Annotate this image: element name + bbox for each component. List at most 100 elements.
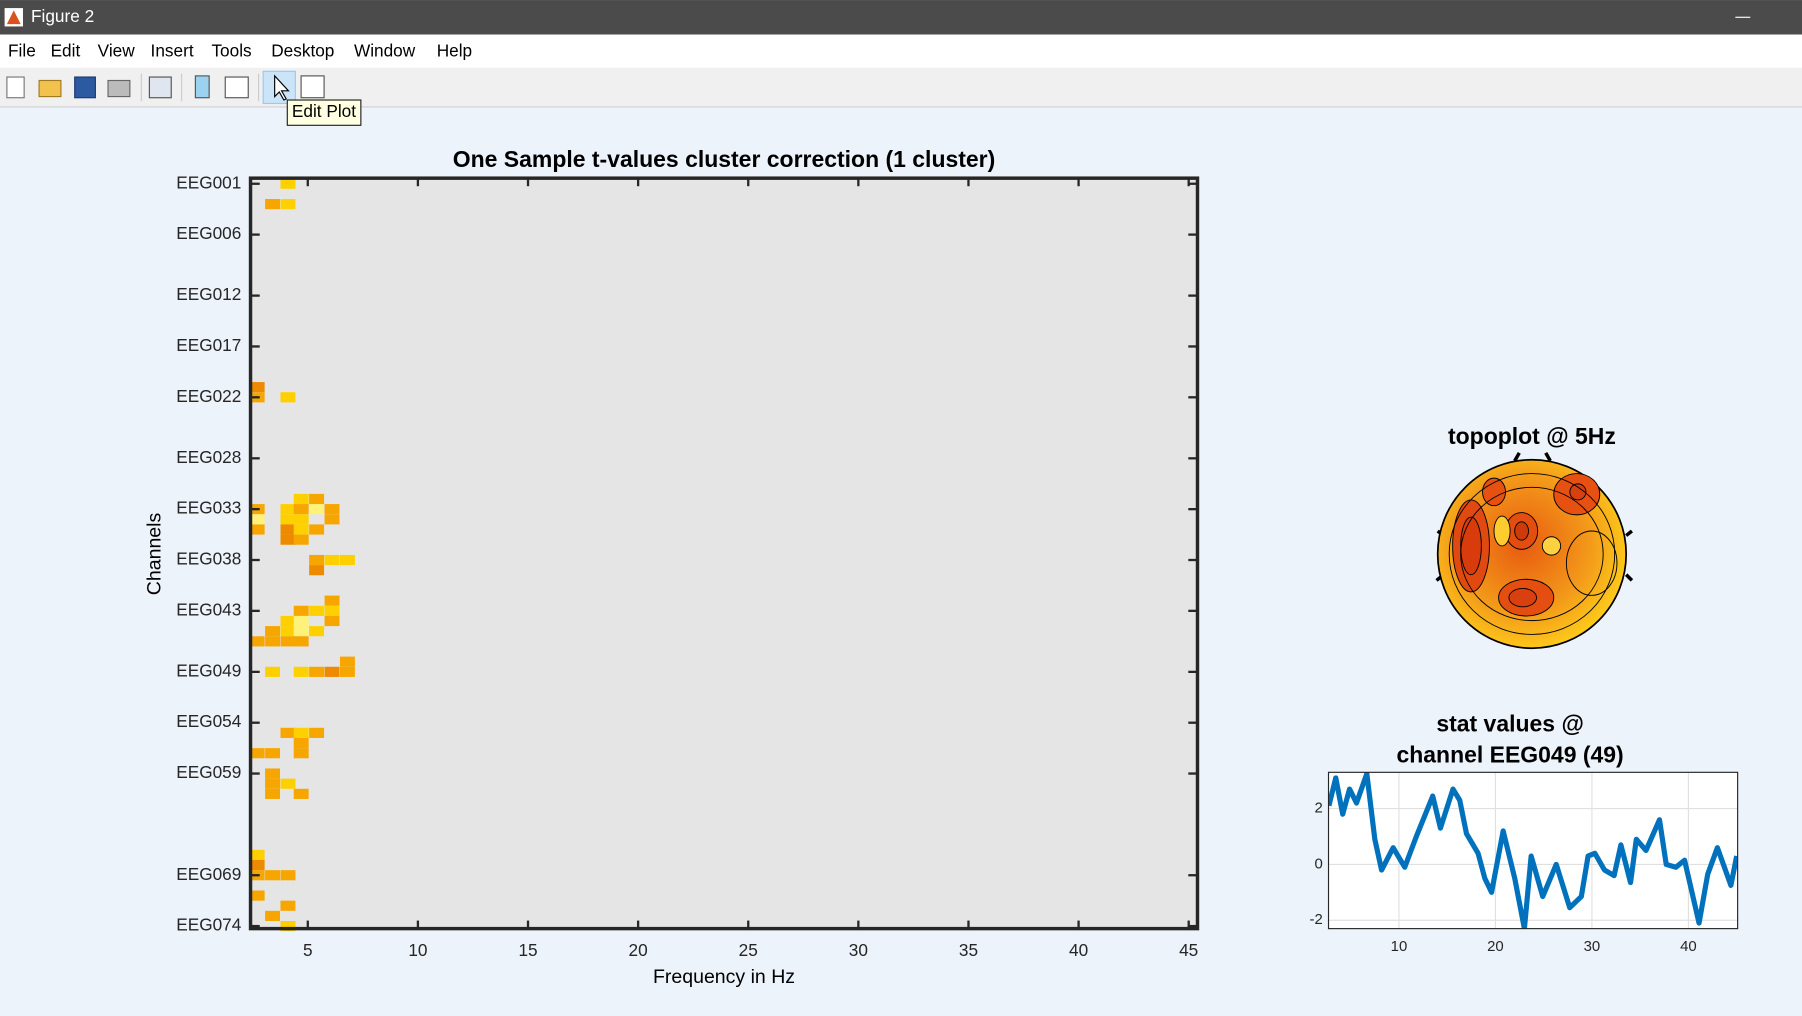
heatmap-cell — [280, 870, 296, 881]
heatmap-cell — [249, 859, 265, 871]
heatmap-cell — [280, 514, 296, 525]
print-button[interactable] — [107, 79, 131, 98]
menu-item[interactable]: Tools — [211, 40, 251, 60]
window-title: Figure 2 — [31, 6, 94, 26]
x-axis-label: Frequency in Hz — [653, 966, 795, 988]
heatmap-cell — [265, 870, 281, 881]
topoplot — [1435, 451, 1634, 650]
menu-item[interactable]: Desktop — [271, 40, 334, 60]
heatmap-cell — [280, 636, 296, 647]
topoplot-title: topoplot @ 5Hz — [1448, 423, 1616, 449]
heatmap-cell — [280, 504, 296, 515]
line-axes: 10 20 30 40 -2 0 2 stat values @ channel EEG049 … — [1309, 710, 1739, 955]
heatmap-cell — [309, 605, 325, 616]
x-tick-label: 40 — [1069, 940, 1088, 960]
heatmap-cell — [309, 626, 325, 637]
heatmap-cell — [309, 504, 325, 515]
legend-button[interactable] — [224, 76, 249, 99]
y-axis-label: Channels — [143, 513, 165, 596]
x-tick-label: 45 — [1179, 940, 1198, 960]
heatmap-cell — [324, 605, 340, 616]
menu-item[interactable]: Edit — [51, 40, 81, 60]
heatmap-cell — [249, 890, 265, 901]
save-button[interactable] — [74, 76, 96, 99]
menu-item[interactable]: View — [98, 40, 136, 60]
heatmap-cell — [280, 392, 296, 403]
heatmap-cell — [280, 534, 296, 545]
heatmap-cell — [324, 595, 340, 606]
pointer-icon — [274, 74, 290, 101]
menu-item[interactable]: Help — [437, 40, 472, 60]
heatmap-cell — [293, 605, 309, 616]
menu-item[interactable]: Insert — [151, 40, 194, 60]
y-tick-label: EEG038 — [176, 549, 241, 569]
property-inspector-button[interactable] — [300, 75, 325, 99]
heatmap-cell — [265, 748, 281, 759]
heatmap-cell — [249, 748, 265, 759]
heatmap-cell — [293, 748, 309, 759]
heatmap-cell — [265, 788, 281, 799]
heatmap-cell — [249, 382, 265, 393]
x-tick-label: 10 — [1391, 938, 1408, 955]
link-button[interactable] — [148, 76, 172, 99]
chart-title: One Sample t-values cluster correction (… — [453, 146, 996, 172]
heatmap-cell — [324, 554, 340, 566]
y-tick-label: EEG012 — [176, 284, 241, 304]
heatmap-cell — [265, 626, 281, 637]
heatmap-cell — [309, 554, 325, 566]
heatmap-cell — [265, 768, 281, 779]
heatmap-cell — [280, 727, 296, 738]
heatmap-cell — [280, 626, 296, 637]
heatmap-cell — [293, 534, 309, 545]
heatmap-cell — [293, 626, 309, 637]
heatmap-cell — [280, 778, 296, 789]
x-tick-label: 10 — [408, 940, 427, 960]
x-tick-label: 25 — [739, 940, 758, 960]
heatmap-cell — [309, 565, 325, 576]
heatmap-cell — [265, 910, 281, 921]
y-tick-label: EEG017 — [176, 335, 241, 355]
nose — [1513, 451, 1552, 462]
axes-box — [1327, 771, 1739, 930]
y-tick-label: EEG006 — [176, 223, 241, 243]
heatmap-cell — [280, 900, 296, 911]
y-tick-label: EEG043 — [176, 599, 241, 619]
y-tick-label: EEG033 — [176, 498, 241, 518]
heatmap-cell — [309, 493, 325, 505]
heatmap-cell — [324, 615, 340, 627]
heatmap-cell — [293, 737, 309, 749]
y-tick-label: 0 — [1314, 855, 1322, 872]
x-tick-label: 20 — [1487, 938, 1504, 955]
menu-item[interactable]: File — [8, 40, 36, 60]
heatmap-cell — [249, 849, 265, 860]
heatmap-cell — [293, 727, 309, 738]
x-tick-label: 15 — [518, 940, 537, 960]
chart-title: channel EEG049 (49) — [1396, 741, 1623, 767]
y-tick-label: EEG001 — [176, 172, 241, 192]
x-tick-label: 20 — [629, 940, 648, 960]
y-tick-label: EEG028 — [176, 447, 241, 467]
contours — [1448, 473, 1618, 635]
heatmap-cell — [265, 666, 281, 677]
heatmap-cell — [293, 504, 309, 515]
open-button[interactable] — [38, 79, 62, 98]
heatmap-cell — [249, 524, 265, 535]
heatmap-cell — [324, 504, 340, 515]
new-figure-button[interactable] — [6, 76, 25, 99]
heatmap-cell — [293, 788, 309, 799]
tooltip-text: Edit Plot — [292, 101, 356, 121]
heatmap-cell — [249, 514, 265, 525]
heatmap-cell — [280, 524, 296, 535]
heatmap-cell — [280, 199, 296, 210]
colorbar-button[interactable] — [194, 75, 210, 99]
y-tick-label: EEG049 — [176, 660, 241, 680]
x-tick-label: 30 — [1584, 938, 1601, 955]
heatmap-cell — [293, 615, 309, 627]
y-tick-label: 2 — [1314, 800, 1322, 817]
y-tick-label: EEG074 — [176, 915, 242, 935]
axes-box — [248, 176, 1200, 931]
heatmap-cell — [265, 636, 281, 647]
menu-item[interactable]: Window — [354, 40, 416, 60]
menu: File Edit View Insert Tools Desktop Window Help — [8, 40, 472, 60]
